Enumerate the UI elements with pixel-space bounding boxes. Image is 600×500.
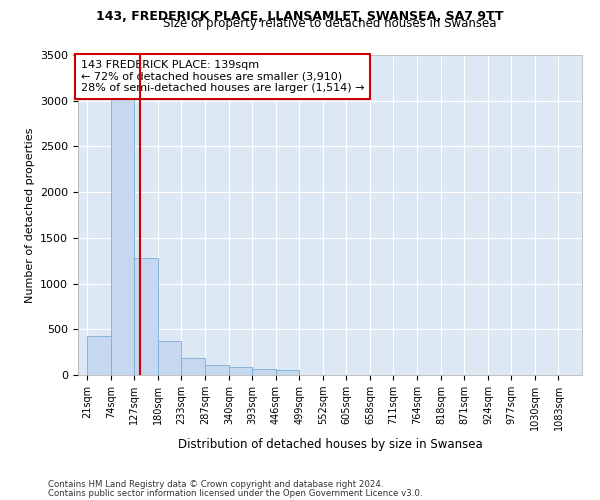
Text: Contains public sector information licensed under the Open Government Licence v3: Contains public sector information licen… bbox=[48, 489, 422, 498]
Bar bbox=[88, 336, 110, 375]
Text: 143, FREDERICK PLACE, LLANSAMLET, SWANSEA, SA7 9TT: 143, FREDERICK PLACE, LLANSAMLET, SWANSE… bbox=[96, 10, 504, 23]
Bar bbox=[181, 358, 205, 375]
Title: Size of property relative to detached houses in Swansea: Size of property relative to detached ho… bbox=[163, 17, 497, 30]
Text: Contains HM Land Registry data © Crown copyright and database right 2024.: Contains HM Land Registry data © Crown c… bbox=[48, 480, 383, 489]
Bar bbox=[253, 369, 275, 375]
Bar bbox=[229, 367, 252, 375]
Bar bbox=[158, 341, 181, 375]
Bar bbox=[205, 365, 229, 375]
Text: 143 FREDERICK PLACE: 139sqm
← 72% of detached houses are smaller (3,910)
28% of : 143 FREDERICK PLACE: 139sqm ← 72% of det… bbox=[80, 60, 364, 93]
Y-axis label: Number of detached properties: Number of detached properties bbox=[25, 128, 35, 302]
X-axis label: Distribution of detached houses by size in Swansea: Distribution of detached houses by size … bbox=[178, 438, 482, 452]
Bar bbox=[276, 370, 299, 375]
Bar bbox=[134, 258, 158, 375]
Bar bbox=[111, 99, 134, 375]
